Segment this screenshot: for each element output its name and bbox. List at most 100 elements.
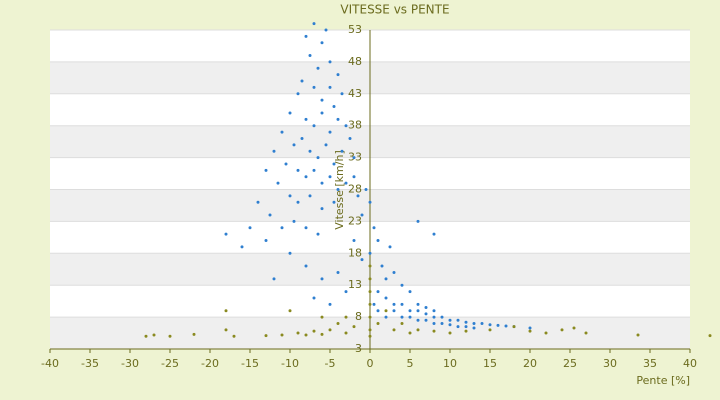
- point: [464, 329, 468, 333]
- point: [332, 105, 336, 109]
- point: [308, 54, 312, 58]
- y-tick-label: 38: [348, 119, 362, 132]
- point: [368, 302, 372, 306]
- x-tick-label: -25: [161, 357, 179, 370]
- point: [304, 264, 308, 268]
- point: [408, 315, 412, 319]
- point: [288, 251, 292, 255]
- point: [376, 309, 380, 313]
- point: [296, 92, 300, 96]
- point: [464, 320, 468, 324]
- point: [416, 328, 420, 332]
- point: [504, 324, 508, 328]
- point: [380, 264, 384, 268]
- point: [272, 149, 276, 153]
- point: [408, 290, 412, 294]
- point: [448, 331, 452, 335]
- x-tick-label: -5: [325, 357, 336, 370]
- point: [392, 302, 396, 306]
- point: [168, 334, 172, 338]
- chart-title: VITESSE vs PENTE: [340, 3, 449, 17]
- point: [336, 188, 340, 191]
- point: [416, 318, 420, 322]
- point: [344, 331, 348, 335]
- point: [264, 168, 268, 172]
- point: [496, 323, 500, 327]
- point: [316, 66, 320, 70]
- x-tick-label: 25: [563, 357, 577, 370]
- point: [424, 306, 428, 310]
- point: [384, 309, 388, 313]
- point: [356, 194, 360, 198]
- point: [240, 245, 244, 249]
- point: [456, 325, 460, 329]
- point: [544, 331, 548, 335]
- point: [320, 277, 324, 281]
- point: [488, 323, 492, 327]
- point: [328, 60, 332, 64]
- point: [432, 309, 436, 313]
- point: [288, 194, 292, 198]
- point: [320, 315, 324, 319]
- point: [372, 302, 376, 306]
- point: [300, 79, 304, 83]
- point: [364, 188, 368, 191]
- point: [384, 277, 388, 281]
- point: [424, 318, 428, 322]
- point: [264, 334, 268, 338]
- point: [320, 98, 324, 102]
- point: [340, 149, 344, 153]
- point: [360, 213, 364, 217]
- point: [324, 143, 328, 147]
- y-tick-label: 23: [348, 214, 362, 227]
- x-tick-label: 15: [483, 357, 497, 370]
- point: [320, 332, 324, 336]
- point: [308, 149, 312, 153]
- point: [512, 325, 516, 329]
- point: [352, 239, 356, 243]
- point: [352, 175, 356, 179]
- point: [328, 302, 332, 306]
- point: [320, 111, 324, 115]
- x-tick-label: -15: [241, 357, 259, 370]
- point: [316, 232, 320, 236]
- point: [280, 333, 284, 337]
- point: [400, 283, 404, 287]
- point: [352, 156, 356, 160]
- point: [440, 321, 444, 325]
- point: [368, 264, 372, 268]
- point: [232, 334, 236, 338]
- point: [312, 22, 316, 26]
- x-tick-label: -40: [41, 357, 59, 370]
- point: [320, 181, 324, 185]
- point: [376, 321, 380, 325]
- point: [288, 111, 292, 115]
- x-tick-label: 40: [683, 357, 697, 370]
- point: [300, 136, 304, 140]
- x-tick-label: -35: [81, 357, 99, 370]
- point: [304, 175, 308, 179]
- point: [224, 328, 228, 332]
- point: [636, 333, 640, 337]
- point: [456, 318, 460, 322]
- point: [336, 270, 340, 274]
- point: [408, 309, 412, 313]
- point: [372, 226, 376, 230]
- point: [320, 41, 324, 45]
- point: [368, 334, 372, 338]
- x-tick-label: 5: [407, 357, 414, 370]
- x-tick-label: 0: [367, 357, 374, 370]
- point: [480, 321, 484, 325]
- point: [340, 92, 344, 96]
- point: [368, 290, 372, 294]
- point: [276, 181, 280, 185]
- y-tick-label: 48: [348, 55, 362, 68]
- point: [368, 328, 372, 332]
- point: [368, 315, 372, 319]
- point: [336, 73, 340, 77]
- point: [304, 333, 308, 337]
- point: [292, 143, 296, 147]
- point: [448, 323, 452, 327]
- point: [584, 331, 588, 335]
